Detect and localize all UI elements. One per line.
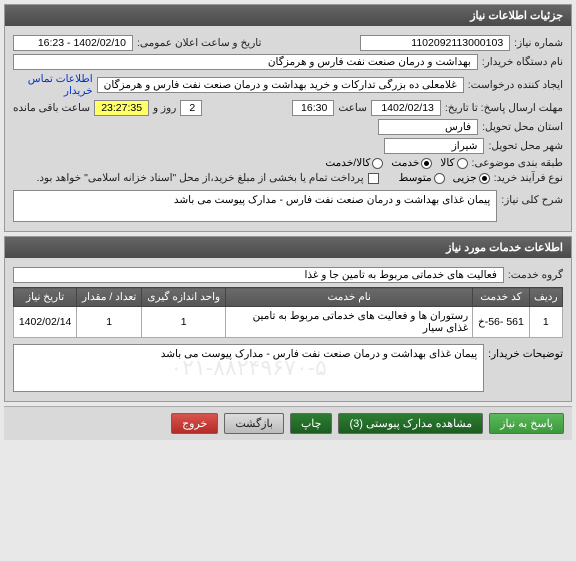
deadline-label: مهلت ارسال پاسخ: تا تاریخ: [445, 102, 563, 114]
deadline-time: 16:30 [292, 100, 334, 116]
buyer-label: نام دستگاه خریدار: [482, 56, 563, 68]
radio-goods[interactable]: کالا [440, 157, 467, 169]
subject-radio-group: کالا خدمت کالا/خدمت [325, 157, 467, 169]
th-code: کد خدمت [473, 288, 529, 307]
reply-button[interactable]: پاسخ به نیاز [489, 413, 564, 434]
time-remaining: 23:27:35 [94, 100, 149, 116]
announce-label: تاریخ و ساعت اعلان عمومی: [137, 37, 261, 49]
city-value: شیراز [384, 138, 484, 154]
need-no-label: شماره نیاز: [514, 37, 563, 49]
radio-both[interactable]: کالا/خدمت [325, 157, 383, 169]
contact-link[interactable]: اطلاعات تماس خریدار [13, 73, 93, 97]
process-radio-group: جزیی متوسط [399, 172, 490, 184]
days-label: روز و [153, 102, 176, 114]
need-no-value: 1102092113000103 [360, 35, 510, 51]
exit-button[interactable]: خروج [171, 413, 218, 434]
need-details-panel: جزئیات اطلاعات نیاز شماره نیاز: 11020921… [4, 4, 572, 232]
treasury-label: پرداخت تمام یا بخشی از مبلغ خرید،از محل … [36, 172, 363, 184]
radio-small[interactable]: جزیی [453, 172, 490, 184]
remain-label: ساعت باقی مانده [13, 102, 90, 114]
th-date: تاریخ نیاز [14, 288, 77, 307]
days-remaining: 2 [180, 100, 202, 116]
announce-value: 1402/02/10 - 16:23 [13, 35, 133, 51]
services-header: اطلاعات خدمات مورد نیاز [5, 237, 571, 258]
table-row[interactable]: 1 561 -56-خ رستوران ها و فعالیت های خدما… [14, 307, 563, 338]
creator-label: ایجاد کننده درخواست: [468, 79, 563, 91]
cell-name: رستوران ها و فعالیت های خدماتی مربوط به … [226, 307, 473, 338]
buyer-value: بهداشت و درمان صنعت نفت فارس و هرمزگان [13, 54, 478, 70]
services-table: ردیف کد خدمت نام خدمت واحد اندازه گیری ت… [13, 287, 563, 338]
button-bar: پاسخ به نیاز مشاهده مدارک پیوستی (3) چاپ… [4, 406, 572, 440]
radio-medium[interactable]: متوسط [399, 172, 445, 184]
group-label: گروه خدمت: [508, 269, 563, 281]
notes-textarea[interactable]: پیمان غذای بهداشت و درمان صنعت نفت فارس … [13, 344, 484, 392]
time-label-1: ساعت [338, 102, 367, 114]
cell-unit: 1 [142, 307, 226, 338]
group-value: فعالیت های خدماتی مربوط به تامین جا و غذ… [13, 267, 504, 283]
print-button[interactable]: چاپ [290, 413, 333, 434]
th-unit: واحد اندازه گیری [142, 288, 226, 307]
notes-label: توضیحات خریدار: [488, 344, 563, 360]
cell-date: 1402/02/14 [14, 307, 77, 338]
treasury-checkbox[interactable] [368, 173, 379, 184]
th-qty: تعداد / مقدار [77, 288, 142, 307]
process-label: نوع فرآیند خرید: [494, 172, 563, 184]
subject-label: طبقه بندی موضوعی: [472, 157, 563, 169]
cell-row: 1 [529, 307, 562, 338]
cell-code: 561 -56-خ [473, 307, 529, 338]
desc-label: شرح کلی نیاز: [501, 190, 563, 206]
th-name: نام خدمت [226, 288, 473, 307]
creator-value: غلامعلی ده بزرگی تدارکات و خرید بهداشت و… [97, 77, 464, 93]
deadline-date: 1402/02/13 [371, 100, 441, 116]
attachments-button[interactable]: مشاهده مدارک پیوستی (3) [338, 413, 483, 434]
radio-service[interactable]: خدمت [391, 157, 432, 169]
province-label: استان محل تحویل: [482, 121, 563, 133]
services-panel: اطلاعات خدمات مورد نیاز گروه خدمت: فعالی… [4, 236, 572, 402]
back-button[interactable]: بازگشت [224, 413, 284, 434]
desc-textarea[interactable]: پیمان غذای بهداشت و درمان صنعت نفت فارس … [13, 190, 497, 222]
th-row: ردیف [529, 288, 562, 307]
city-label: شهر محل تحویل: [488, 140, 563, 152]
cell-qty: 1 [77, 307, 142, 338]
province-value: فارس [378, 119, 478, 135]
panel-header: جزئیات اطلاعات نیاز [5, 5, 571, 26]
notes-text: پیمان غذای بهداشت و درمان صنعت نفت فارس … [161, 348, 477, 360]
